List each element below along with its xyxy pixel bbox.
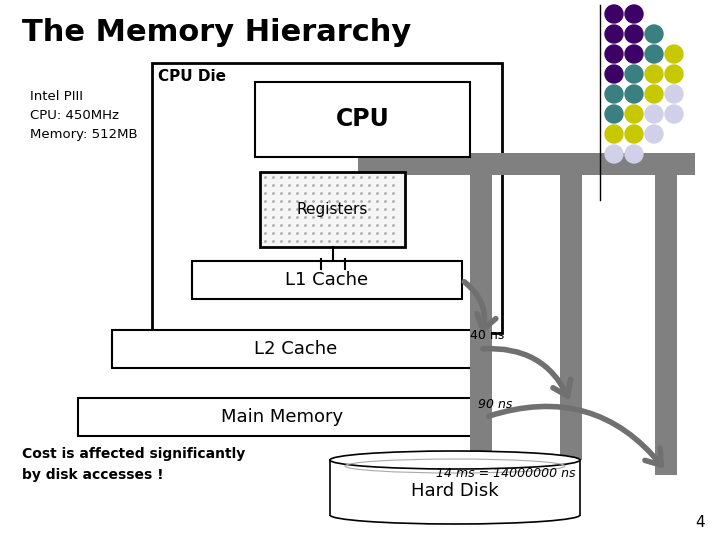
Circle shape [665,45,683,63]
Text: 40 ns: 40 ns [470,329,504,342]
Text: CPU Die: CPU Die [158,69,226,84]
Text: Registers: Registers [297,202,368,217]
FancyArrowPatch shape [489,407,661,465]
Circle shape [645,125,663,143]
Circle shape [645,65,663,83]
Text: 14 ms = 14000000 ns: 14 ms = 14000000 ns [436,467,575,480]
Bar [152,63,502,333]
Circle shape [625,105,643,123]
Text: The Memory Hierarchy: The Memory Hierarchy [22,18,411,47]
Text: L1 Cache: L1 Cache [285,271,369,289]
Bar [192,261,462,299]
Circle shape [625,65,643,83]
Text: L2 Cache: L2 Cache [254,340,338,358]
Circle shape [665,105,683,123]
Text: 4: 4 [696,515,705,530]
Circle shape [625,25,643,43]
Bar [330,460,580,515]
Bar [358,153,695,175]
Circle shape [605,85,623,103]
Circle shape [605,145,623,163]
FancyArrowPatch shape [464,282,496,329]
Text: Main Memory: Main Memory [221,408,343,426]
Circle shape [625,125,643,143]
Circle shape [645,105,663,123]
Circle shape [645,85,663,103]
Text: CPU: CPU [336,107,390,132]
Text: 90 ns: 90 ns [478,398,513,411]
Text: Hard Disk: Hard Disk [411,483,499,501]
Circle shape [605,125,623,143]
Bar [328,460,582,515]
Circle shape [665,65,683,83]
Bar [560,153,582,475]
Bar [112,330,480,368]
Circle shape [625,145,643,163]
Circle shape [605,5,623,23]
Bar [255,82,470,157]
Circle shape [605,45,623,63]
Circle shape [645,25,663,43]
Text: Cost is affected significantly
by disk accesses !: Cost is affected significantly by disk a… [22,447,246,482]
Circle shape [605,65,623,83]
Circle shape [605,105,623,123]
Bar [655,153,677,475]
Bar [78,398,486,436]
Text: Intel PIII
CPU: 450MHz
Memory: 512MB: Intel PIII CPU: 450MHz Memory: 512MB [30,90,138,141]
Ellipse shape [330,451,580,469]
Ellipse shape [330,506,580,524]
Circle shape [605,25,623,43]
Bar [260,172,405,247]
Bar [470,153,492,475]
Circle shape [645,45,663,63]
Circle shape [665,85,683,103]
FancyArrowPatch shape [483,349,570,396]
Circle shape [625,5,643,23]
Circle shape [625,85,643,103]
Circle shape [625,45,643,63]
